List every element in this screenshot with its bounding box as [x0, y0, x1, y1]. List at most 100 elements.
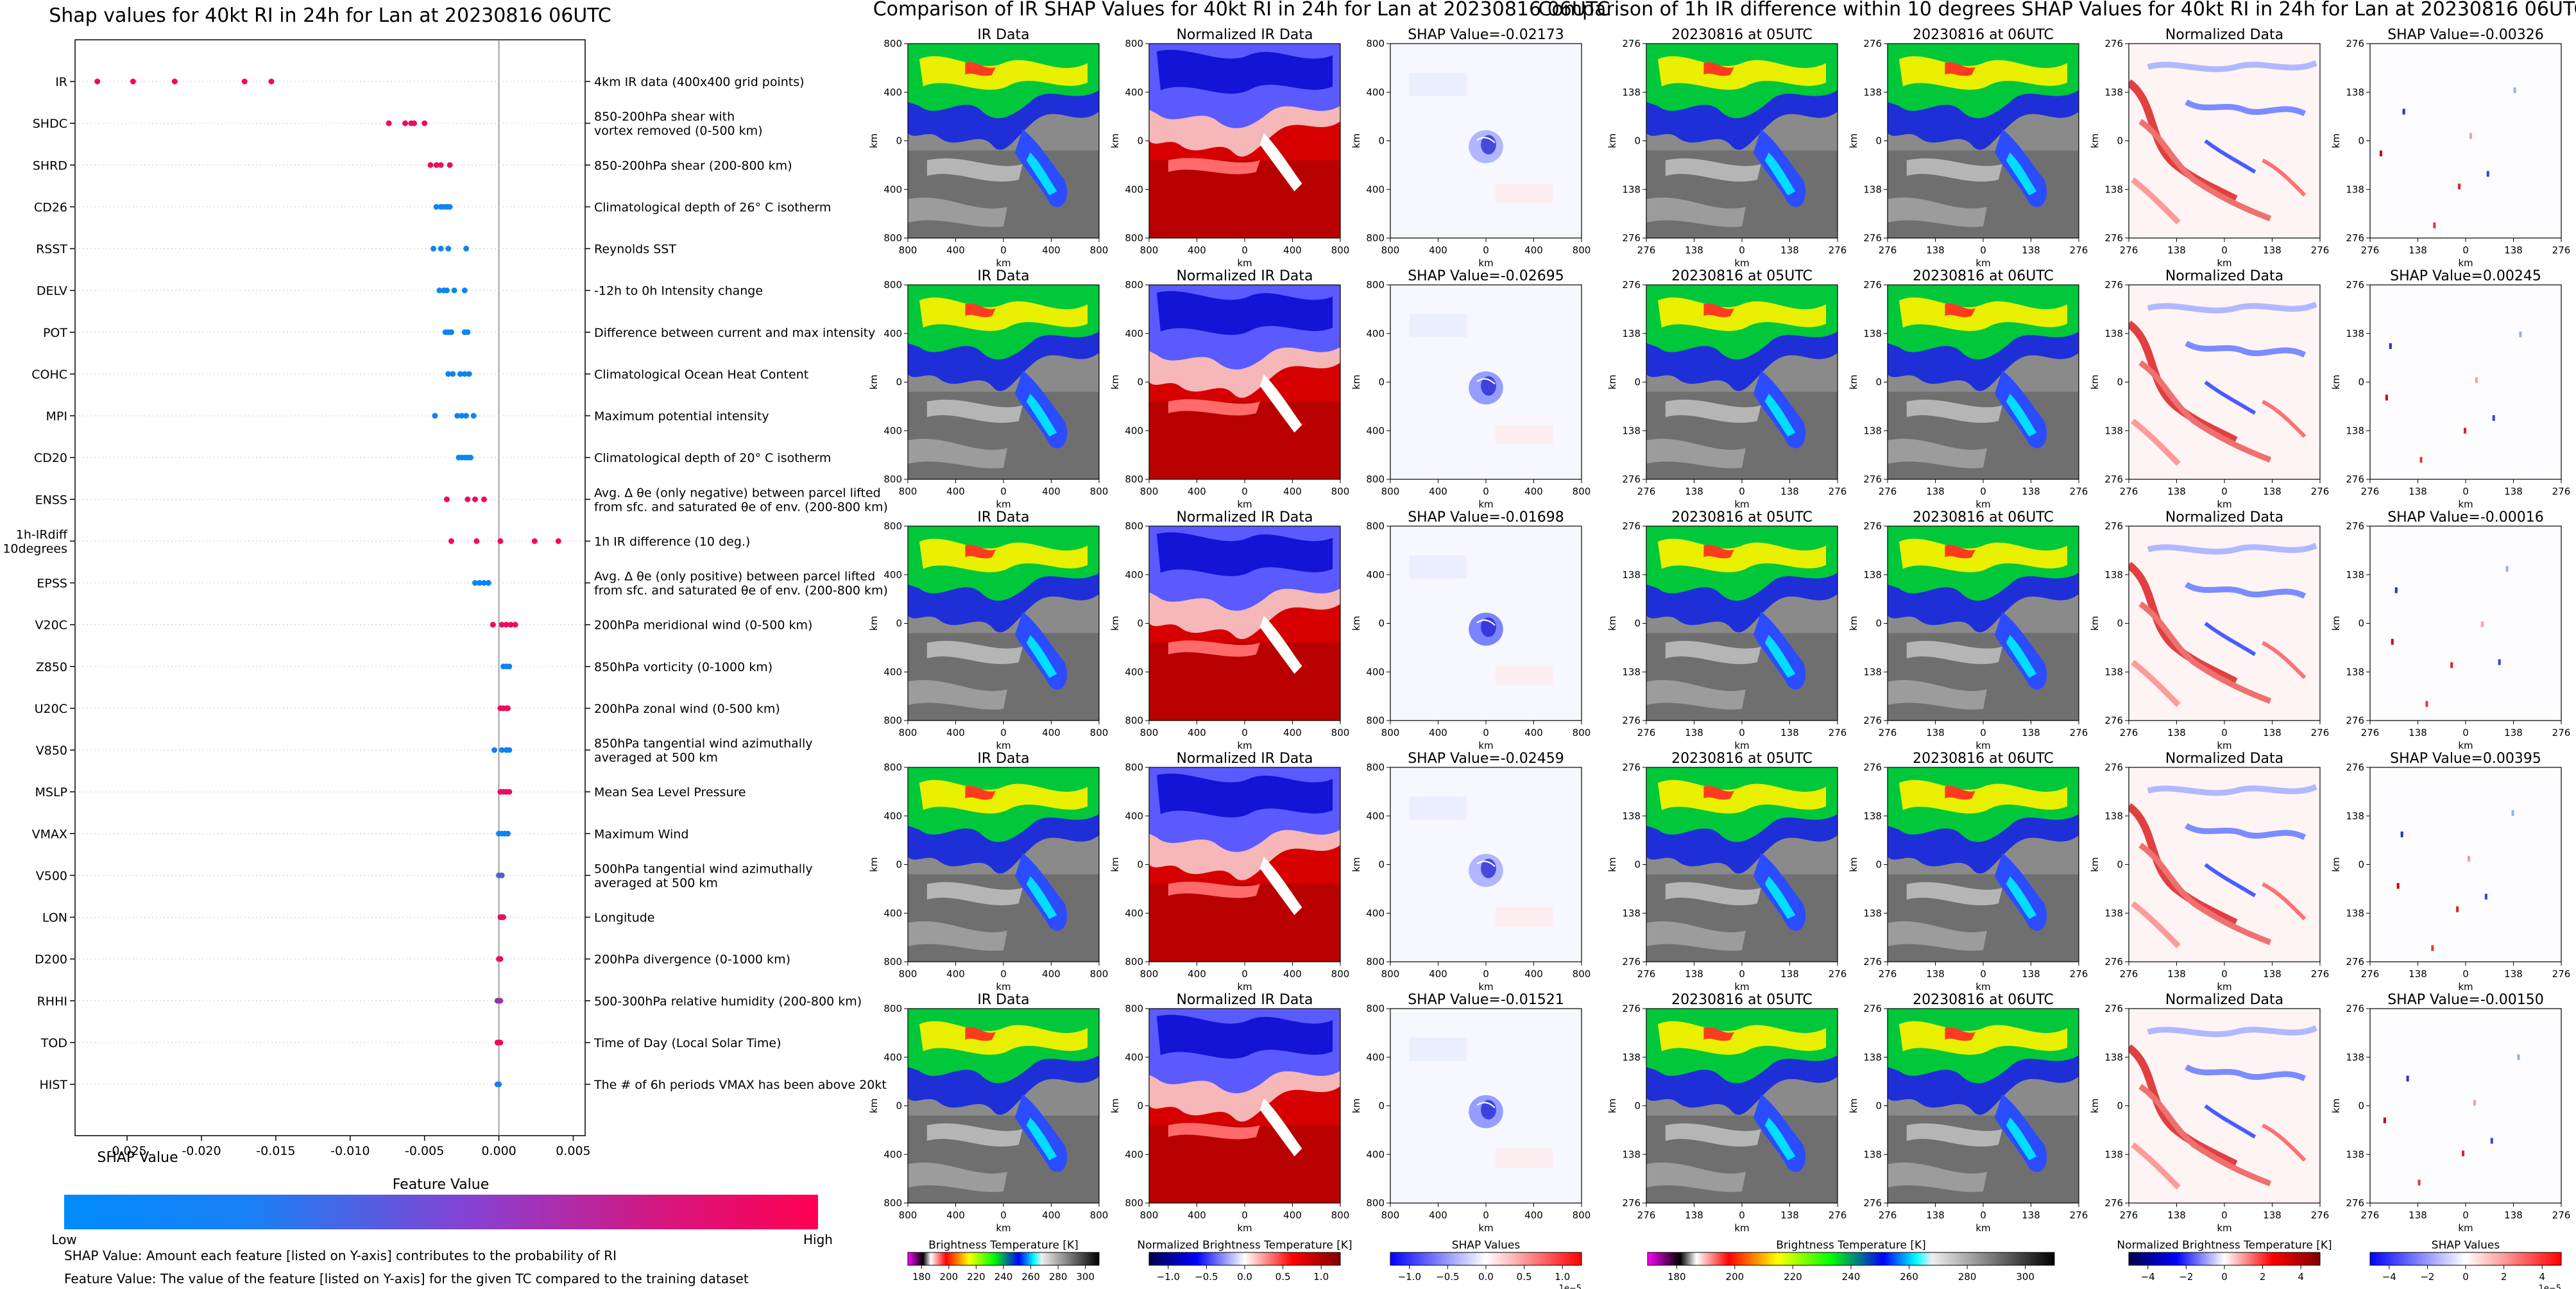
colorbar-tick-label: 260 [1021, 1271, 1040, 1283]
panel-y-tick-label: 276 [1622, 520, 1641, 532]
shap-point [463, 246, 470, 252]
panel-x-tick-label: 138 [2022, 486, 2040, 497]
panel-x-tick-label: 0 [1739, 486, 1745, 497]
panel-y-tick-label: 400 [883, 184, 902, 195]
panel-y-tick-label: 276 [1863, 279, 1882, 291]
colorbar-tick-label: 280 [1958, 1271, 1977, 1283]
panel-y-tick-label: 800 [883, 1197, 902, 1209]
colorbar-tick-label: 200 [940, 1271, 959, 1283]
panel-x-tick-label: 276 [2070, 1209, 2088, 1221]
feature-description: Climatological Ocean Heat Content [594, 368, 808, 382]
feature-label: TOD [40, 1036, 67, 1050]
feature-description: Avg. Δ θe (only positive) between parcel… [594, 570, 888, 598]
panel-x-tick-label: 138 [1926, 1209, 1945, 1221]
panel-y-tick-label: 138 [2104, 569, 2123, 581]
colorbar-tick-label: 280 [1049, 1271, 1068, 1283]
panel-image [1148, 767, 1341, 962]
shap-point [432, 413, 438, 419]
panel-y-tick-label: 400 [1125, 810, 1143, 822]
x-tick-label: -0.025 [107, 1144, 146, 1158]
panel-x-tick-label: 0 [1980, 968, 1986, 980]
panel-x-tick-label: 0 [1739, 727, 1745, 738]
shap-point [386, 120, 392, 126]
panel-x-tick-label: 138 [2167, 486, 2186, 497]
feature-label-line: V850 [36, 744, 67, 758]
panel-x-axis-label: km [1975, 257, 1990, 269]
x-tick-label: 0.005 [556, 1144, 590, 1158]
panel-x-tick-label: 276 [1879, 968, 1897, 980]
panel-image [1887, 767, 2079, 962]
panel-y-tick-label: 276 [1863, 715, 1882, 726]
normalized-ir-panel: Normalized IR Data8008004004000040040080… [1109, 751, 1349, 993]
panel-x-tick-label: 276 [2120, 968, 2138, 980]
panel-x-tick-label: 0 [2462, 486, 2469, 497]
shap-point [448, 538, 454, 544]
shap-point [438, 246, 444, 252]
feature-label-line: Z850 [36, 660, 67, 674]
panel-x-tick-label: 138 [2409, 727, 2427, 738]
panel-y-tick-label: 400 [1366, 328, 1385, 339]
panel-x-tick-label: 400 [946, 244, 965, 256]
shap-speck [2391, 638, 2394, 645]
feature-label-line: DELV [37, 284, 67, 298]
feature-description: Longitude [594, 911, 655, 925]
shap-point [555, 538, 561, 544]
feature-label-line: POT [43, 326, 67, 340]
shap-streak [1476, 619, 1496, 626]
panel-y-tick-label: 138 [2346, 1052, 2364, 1063]
feature-label: EPSS [37, 577, 67, 591]
shap-point [506, 789, 513, 795]
shap-speck [2400, 831, 2403, 837]
shap-speck [2450, 662, 2453, 669]
panel-x-tick-label: 800 [1381, 727, 1400, 738]
panel-y-tick-label: 0 [1378, 618, 1385, 629]
shap-point [402, 120, 409, 126]
panel-x-tick-label: 400 [1429, 486, 1447, 497]
feature-description-line: from sfc. and saturated θe of env. (200-… [594, 584, 888, 598]
panel-title: SHAP Value=-0.00016 [2387, 509, 2544, 525]
panel-y-axis-label: km [2330, 1098, 2342, 1113]
feature-description-line: Climatological depth of 26° C isotherm [594, 200, 831, 214]
feature-label-line: SHRD [33, 158, 67, 173]
panel-y-tick-label: 0 [1875, 135, 1882, 147]
panel-y-tick-label: 800 [883, 279, 902, 291]
ir-06utc-panel: 20230816 at 06UTC27627613813800138138276… [1848, 751, 2088, 993]
panel-x-tick-label: 400 [1429, 1209, 1447, 1221]
shap-speck [2480, 621, 2484, 627]
panel-y-tick-label: 800 [1366, 956, 1385, 968]
panel-y-tick-label: 0 [896, 1100, 902, 1112]
panel-y-axis-label: km [1848, 857, 1859, 872]
panel-x-tick-label: 138 [2167, 727, 2186, 738]
panel-y-tick-label: 800 [883, 715, 902, 726]
shap-speck [2418, 1179, 2421, 1186]
panel-x-tick-label: 276 [2120, 727, 2138, 738]
colorbar-strip [1148, 1252, 1341, 1266]
feature-label-line: COHC [31, 368, 67, 382]
panel-y-tick-label: 276 [1863, 762, 1882, 773]
feature-label: D200 [35, 953, 67, 967]
panel-x-axis-label: km [996, 1222, 1011, 1234]
panel-x-tick-label: 800 [1381, 486, 1400, 497]
colorbar-label: Normalized Brightness Temperature [K] [2117, 1239, 2332, 1252]
panel-y-tick-label: 276 [2104, 956, 2123, 968]
panel-x-tick-label: 138 [2504, 244, 2523, 256]
panel-y-tick-label: 800 [1125, 279, 1143, 291]
panel-x-tick-label: 276 [2552, 244, 2571, 256]
diff-shap-panel: SHAP Value=-0.00326276276138138001381382… [2330, 27, 2570, 269]
shap-point [504, 830, 511, 837]
panel-x-tick-label: 138 [2409, 968, 2427, 980]
panel-y-tick-label: 138 [2104, 328, 2123, 339]
panel-x-tick-label: 138 [2022, 244, 2040, 256]
shap-speck [2475, 377, 2478, 383]
shap-point [422, 120, 428, 126]
panel-x-tick-label: 138 [2409, 1209, 2427, 1221]
panel-x-tick-label: 138 [1780, 727, 1799, 738]
feature-label: CD26 [34, 200, 67, 214]
shap-point [459, 413, 465, 419]
panel-y-tick-label: 800 [883, 474, 902, 485]
feature-description: Difference between current and max inten… [594, 326, 875, 340]
panel-x-tick-label: 276 [2361, 727, 2380, 738]
panel-y-axis-label: km [1109, 616, 1121, 631]
normalized-ir-colorbar: Normalized Brightness Temperature [K] −1.… [1137, 1239, 1352, 1283]
